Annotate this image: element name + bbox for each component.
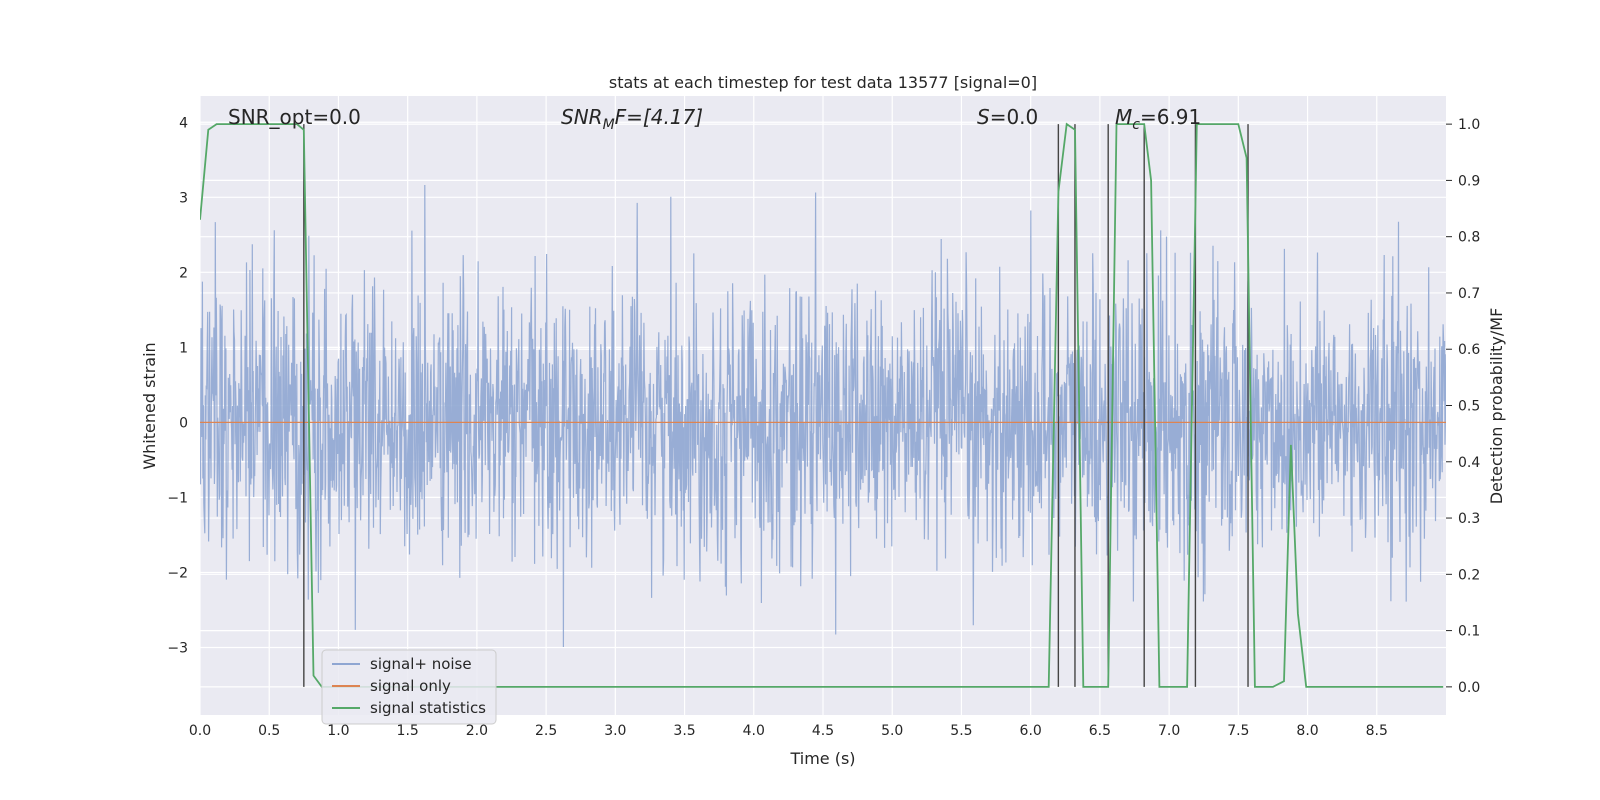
x-tick-label: 7.5 <box>1227 723 1249 739</box>
left-y-tick-label: 0 <box>179 415 188 431</box>
left-y-axis-label: Whitened strain <box>140 342 159 469</box>
x-axis-ticks: 0.0 0.5 1.0 1.5 2.0 2.5 3.0 3.5 4.0 4.5 5.0 5.5 6.0 6… <box>189 723 1388 739</box>
right-y-tick-label: 0.6 <box>1458 342 1480 358</box>
annotation-snr-mf: SNRMF=[4.17] <box>561 105 703 133</box>
x-tick-label: 4.0 <box>743 723 765 739</box>
x-tick-label: 3.0 <box>604 723 626 739</box>
left-y-tick-label: −3 <box>167 640 188 656</box>
x-tick-label: 5.0 <box>881 723 903 739</box>
annotation-mc: Mc=6.91 <box>1115 105 1201 133</box>
x-tick-label: 6.0 <box>1020 723 1042 739</box>
right-y-tick-label: 0.4 <box>1458 455 1480 471</box>
right-y-tick-label: 0.8 <box>1458 230 1480 246</box>
right-y-tick-label: 0.0 <box>1458 680 1480 696</box>
left-y-tick-label: 4 <box>179 115 188 131</box>
annotation-mc-value: =6.91 <box>1140 105 1201 129</box>
x-tick-label: 7.0 <box>1158 723 1180 739</box>
right-y-tick-label: 0.3 <box>1458 511 1480 527</box>
x-axis-label: Time (s) <box>789 749 855 768</box>
left-y-tick-label: 3 <box>179 190 188 206</box>
x-tick-label: 5.5 <box>950 723 972 739</box>
series-signal-noise <box>200 184 1446 648</box>
annotation-mc-main: M <box>1115 105 1132 129</box>
annotation-snr-mf-main: SNR <box>561 105 603 129</box>
right-y-tick-label: 0.9 <box>1458 173 1480 189</box>
legend-box <box>321 649 497 725</box>
legend-label-signal-statistics: signal statistics <box>370 699 486 717</box>
legend-label-signal-noise: signal+ noise <box>370 655 472 673</box>
series-signal-statistics <box>200 122 1444 688</box>
left-y-axis-ticks: −3 −2 −1 0 1 2 3 4 <box>167 115 188 656</box>
right-y-tick-label: 0.2 <box>1458 567 1480 583</box>
x-tick-label: 2.5 <box>535 723 557 739</box>
left-y-tick-label: 2 <box>179 265 188 281</box>
annotation-s: S=0.0 <box>977 105 1038 129</box>
legend-label-signal-only: signal only <box>370 677 451 695</box>
chart-title: stats at each timestep for test data 135… <box>609 73 1037 92</box>
left-y-tick-label: −1 <box>167 490 188 506</box>
annotation-snr-mf-sub: M <box>603 117 615 133</box>
annotation-s-label: S <box>977 105 990 129</box>
x-tick-label: 0.5 <box>258 723 280 739</box>
left-y-tick-label: 1 <box>179 340 188 356</box>
right-y-tick-label: 1.0 <box>1458 117 1480 133</box>
annotation-s-value: =0.0 <box>990 105 1039 129</box>
legend: signal+ noise signal only signal statist… <box>321 649 497 725</box>
right-y-tick-label: 0.7 <box>1458 286 1480 302</box>
x-tick-label: 3.5 <box>673 723 695 739</box>
right-y-axis-ticks: 0.0 0.1 0.2 0.3 0.4 0.5 0.6 0.7 0.8 0.9 1.0 <box>1446 117 1480 696</box>
right-y-axis-label: Detection probability/MF <box>1487 308 1506 505</box>
x-tick-label: 0.0 <box>189 723 211 739</box>
x-tick-label: 6.5 <box>1089 723 1111 739</box>
x-tick-label: 8.5 <box>1366 723 1388 739</box>
x-tick-label: 8.0 <box>1296 723 1318 739</box>
x-tick-label: 1.5 <box>397 723 419 739</box>
right-y-tick-label: 0.5 <box>1458 399 1480 415</box>
x-tick-label: 2.0 <box>466 723 488 739</box>
x-tick-label: 1.0 <box>327 723 349 739</box>
vertical-markers <box>303 124 1249 687</box>
right-y-tick-label: 0.1 <box>1458 624 1480 640</box>
left-y-tick-label: −2 <box>167 565 188 581</box>
annotation-snr-opt: SNR_opt=0.0 <box>228 105 361 129</box>
annotation-mc-sub: c <box>1132 117 1140 133</box>
x-tick-label: 4.5 <box>812 723 834 739</box>
annotation-snr-mf-rest: F=[4.17] <box>615 105 703 129</box>
